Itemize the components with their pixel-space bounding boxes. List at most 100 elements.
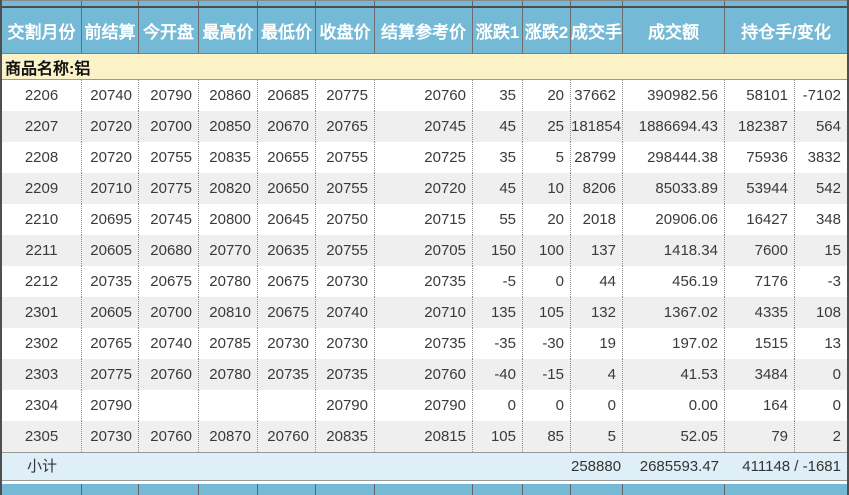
- column-separator: [139, 484, 199, 495]
- cell-open-interest: 1515: [725, 328, 795, 359]
- cell-change-1: 45: [473, 173, 523, 204]
- column-separator: [571, 484, 623, 495]
- cell-prev-settlement: 20710: [82, 173, 139, 204]
- commodity-name-row: 商品名称:铝: [2, 54, 847, 80]
- cell-settlement-ref: 20745: [375, 111, 473, 142]
- table-row: 2304 20790 20790 20790 0 0 0 0.00 164 0: [2, 390, 847, 421]
- header-high: 最高价: [199, 8, 258, 53]
- cell-close: 20740: [316, 297, 375, 328]
- cell-oi-change: 0: [832, 366, 841, 383]
- cell-open-interest: 4335: [725, 297, 795, 328]
- cell-high: 20835: [199, 142, 258, 173]
- cell-oi-change: -3: [827, 273, 841, 290]
- next-section-edge: [2, 484, 847, 495]
- table-row: 2207 20720 20700 20850 20670 20765 20745 45 25 18…: [2, 111, 847, 142]
- cell-volume: 4: [571, 359, 623, 390]
- cell-turnover: 52.05: [623, 421, 725, 452]
- cell-change-1: 150: [473, 235, 523, 266]
- column-separator: [623, 484, 725, 495]
- table-row: 2209 20710 20775 20820 20650 20755 20720 45 10 82…: [2, 173, 847, 204]
- cell-low: 20675: [258, 266, 316, 297]
- section-gap: [2, 481, 847, 484]
- cell-today-open: 20755: [139, 142, 199, 173]
- cell-change-1: 35: [473, 80, 523, 111]
- cell-delivery-month: 2304: [2, 390, 82, 421]
- cell-turnover: 20906.06: [623, 204, 725, 235]
- cell-settlement-ref: 20710: [375, 297, 473, 328]
- cell-open-interest: 7600: [725, 235, 795, 266]
- column-separator: [316, 1, 375, 6]
- cell-settlement-ref: 20705: [375, 235, 473, 266]
- cell-today-open: 20775: [139, 173, 199, 204]
- cell-high: 20780: [199, 266, 258, 297]
- cell-open-interest: 16427: [725, 204, 795, 235]
- header-prev-settlement: 前结算: [82, 8, 139, 53]
- column-separator: [82, 484, 139, 495]
- cell-delivery-month: 2212: [2, 266, 82, 297]
- cell-low: 20730: [258, 328, 316, 359]
- cell-oi-change: 108: [815, 304, 841, 321]
- cell-today-open: 20760: [139, 421, 199, 452]
- cell-open-interest: 3484: [725, 359, 795, 390]
- cell-open-interest: 58101: [725, 80, 795, 111]
- column-separator: [2, 484, 82, 495]
- cell-volume: 37662: [571, 80, 623, 111]
- cell-change-2: 25: [523, 111, 571, 142]
- cell-today-open: 20740: [139, 328, 199, 359]
- cell-prev-settlement: 20720: [82, 142, 139, 173]
- cell-change-1: -5: [473, 266, 523, 297]
- cell-change-2: -15: [523, 359, 571, 390]
- cell-high: 20860: [199, 80, 258, 111]
- cell-volume: 8206: [571, 173, 623, 204]
- column-separator: [725, 1, 847, 6]
- cell-turnover: 85033.89: [623, 173, 725, 204]
- table-row: 2301 20605 20700 20810 20675 20740 20710 135 105…: [2, 297, 847, 328]
- subtotal-label: 小计: [26, 458, 57, 475]
- cell-delivery-month: 2207: [2, 111, 82, 142]
- cell-volume: 132: [571, 297, 623, 328]
- cell-volume: 181854: [571, 111, 623, 142]
- header-delivery-month: 交割月份: [2, 8, 82, 53]
- column-separator: [2, 1, 82, 6]
- cell-close: 20750: [316, 204, 375, 235]
- cell-delivery-month: 2208: [2, 142, 82, 173]
- cell-high: 20820: [199, 173, 258, 204]
- cell-prev-settlement: 20730: [82, 421, 139, 452]
- cell-change-1: 35: [473, 142, 523, 173]
- cell-oi-change: 542: [815, 180, 841, 197]
- cell-volume: 19: [571, 328, 623, 359]
- cell-delivery-month: 2211: [2, 235, 82, 266]
- cell-settlement-ref: 20760: [375, 359, 473, 390]
- header-change-2: 涨跌2: [523, 8, 571, 53]
- header-turnover: 成交额: [623, 8, 725, 53]
- cell-open-interest: 7176: [725, 266, 795, 297]
- cell-change-1: -35: [473, 328, 523, 359]
- cell-low: 20655: [258, 142, 316, 173]
- cell-change-2: 105: [523, 297, 571, 328]
- cell-change-2: 0: [523, 390, 571, 421]
- cell-open-interest: 164: [725, 390, 795, 421]
- column-separator: [316, 484, 375, 495]
- cell-change-2: 5: [523, 142, 571, 173]
- cell-delivery-month: 2209: [2, 173, 82, 204]
- cell-low: 20675: [258, 297, 316, 328]
- cell-today-open: 20675: [139, 266, 199, 297]
- cell-high: 20770: [199, 235, 258, 266]
- subtotal-open-interest-change: 411148 / -1681: [742, 458, 841, 475]
- cell-high: 20850: [199, 111, 258, 142]
- cell-oi-change: 15: [824, 242, 841, 259]
- cell-change-2: 0: [523, 266, 571, 297]
- cell-oi-change: 564: [815, 118, 841, 135]
- cell-turnover: 298444.38: [623, 142, 725, 173]
- cell-turnover: 41.53: [623, 359, 725, 390]
- cell-close: 20755: [316, 142, 375, 173]
- cell-today-open: 20680: [139, 235, 199, 266]
- cell-open-interest: 53944: [725, 173, 795, 204]
- column-separator: [375, 484, 473, 495]
- table-row: 2211 20605 20680 20770 20635 20755 20705 150 100…: [2, 235, 847, 266]
- column-separator: [258, 484, 316, 495]
- cell-today-open: 20790: [139, 80, 199, 111]
- column-separator: [523, 1, 571, 6]
- cell-high: 20780: [199, 359, 258, 390]
- cell-oi-change: 0: [832, 397, 841, 414]
